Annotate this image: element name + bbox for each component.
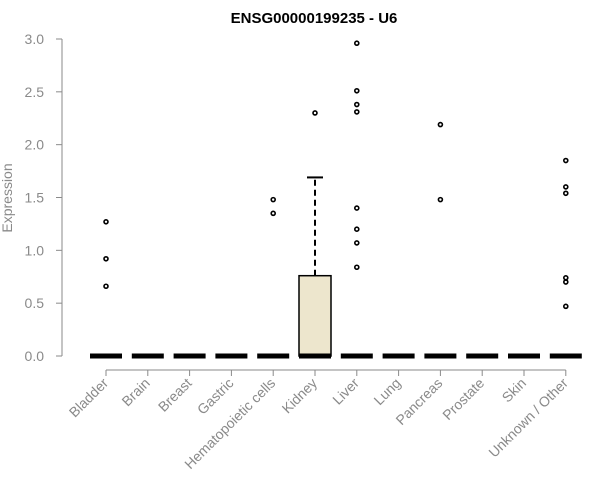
outlier-point [353, 109, 360, 115]
x-tick-label: Lung [370, 375, 403, 408]
box-group [424, 121, 457, 359]
outlier-point [270, 210, 277, 217]
outlier-point [103, 255, 109, 262]
outlier-point [353, 205, 360, 211]
outlier-point [353, 240, 360, 246]
y-tick-label: 2.0 [25, 137, 45, 153]
outlier-point [437, 121, 444, 128]
y-tick-label: 0.0 [25, 348, 45, 364]
outlier-point [312, 110, 318, 116]
x-tick-label: Prostate [439, 375, 487, 423]
y-tick-label: 1.5 [25, 190, 45, 206]
box-group [298, 110, 332, 359]
outlier-point [103, 283, 109, 290]
box-iqr [298, 274, 332, 357]
x-tick-label: Breast [155, 375, 195, 415]
box-group [340, 40, 373, 359]
x-tick-label: Bladder [66, 375, 112, 421]
outlier-point [353, 101, 360, 108]
y-tick-label: 3.0 [25, 31, 45, 47]
outlier-point [562, 279, 569, 285]
y-tick-label: 0.5 [25, 295, 45, 311]
x-tick-label: Skin [499, 375, 530, 406]
outlier-point [270, 196, 277, 203]
y-axis-label: Expression [0, 163, 15, 232]
outlier-point [353, 226, 360, 232]
outlier-point [103, 219, 109, 225]
y-tick-label: 2.5 [25, 84, 45, 100]
outlier-point [562, 275, 569, 281]
outlier-point [353, 87, 360, 94]
box-group [549, 157, 582, 359]
outlier-point [437, 196, 444, 203]
x-tick-label: Kidney [279, 375, 321, 417]
outlier-point [562, 190, 569, 197]
plot-area [90, 40, 582, 359]
x-tick-label: Brain [118, 375, 152, 409]
outlier-point [562, 184, 569, 190]
outlier-point [353, 264, 360, 271]
y-axis: 0.0 0.5 1.0 1.5 2.0 2.5 3.0 [25, 31, 63, 364]
outlier-point [562, 157, 569, 164]
x-tick-label: Liver [329, 375, 362, 408]
box-group [90, 219, 122, 359]
outlier-point [562, 303, 569, 310]
box-group [257, 196, 290, 359]
outlier-point [353, 40, 360, 47]
chart-title: ENSG00000199235 - U6 [231, 10, 398, 27]
y-tick-label: 1.0 [25, 242, 45, 258]
x-tick-label: Unknown / Other [485, 375, 571, 461]
